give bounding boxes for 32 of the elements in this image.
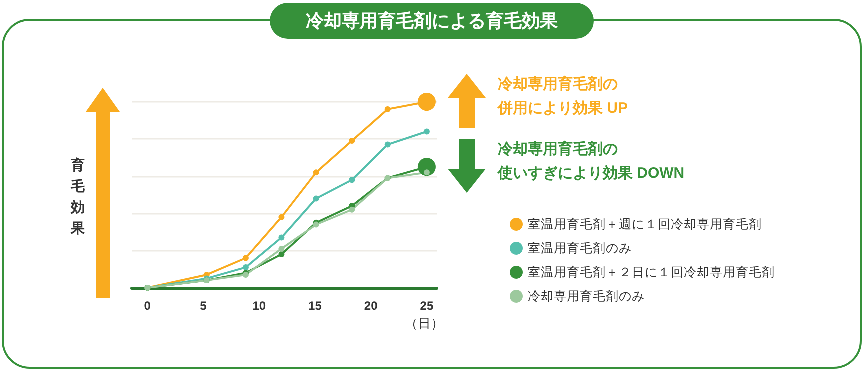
point	[349, 177, 356, 184]
legend-label: 室温用育毛剤＋週に１回冷却専用育毛剤	[528, 216, 762, 232]
point	[313, 170, 320, 176]
point	[384, 142, 391, 148]
point	[278, 234, 285, 241]
x-tick-label: 25	[420, 299, 434, 313]
point	[424, 170, 430, 176]
point	[349, 138, 356, 144]
point	[424, 128, 430, 135]
point	[278, 252, 285, 258]
x-tick-label: 10	[252, 299, 266, 313]
point	[278, 246, 285, 252]
point	[242, 264, 249, 271]
text: 冷却専用育毛剤の	[498, 140, 618, 160]
legend-label: 室温用育毛剤のみ	[528, 240, 632, 256]
x-tick-label: 20	[364, 299, 378, 313]
x-tick-label: 0	[144, 299, 152, 313]
point	[384, 106, 391, 112]
point	[349, 206, 356, 213]
legend-label: 室温用育毛剤＋２日に１回冷却専用育毛剤	[528, 264, 775, 280]
point	[278, 214, 285, 220]
chart-title: 冷却専用育毛剤による育毛効果	[270, 3, 594, 39]
legend-label: 冷却専用育毛剤のみ	[528, 288, 645, 304]
y-axis-title: 育毛効果	[70, 156, 86, 238]
text: 冷却専用育毛剤の	[498, 74, 618, 95]
text: 併用により効果 UP	[498, 99, 628, 119]
point	[242, 255, 249, 262]
x-tick-label: 5	[200, 299, 208, 313]
x-tick-label: 15	[308, 299, 322, 313]
point	[313, 196, 320, 202]
text: 使いすぎにより効果 DOWN	[498, 164, 685, 184]
x-axis-title: （日）	[404, 315, 444, 333]
